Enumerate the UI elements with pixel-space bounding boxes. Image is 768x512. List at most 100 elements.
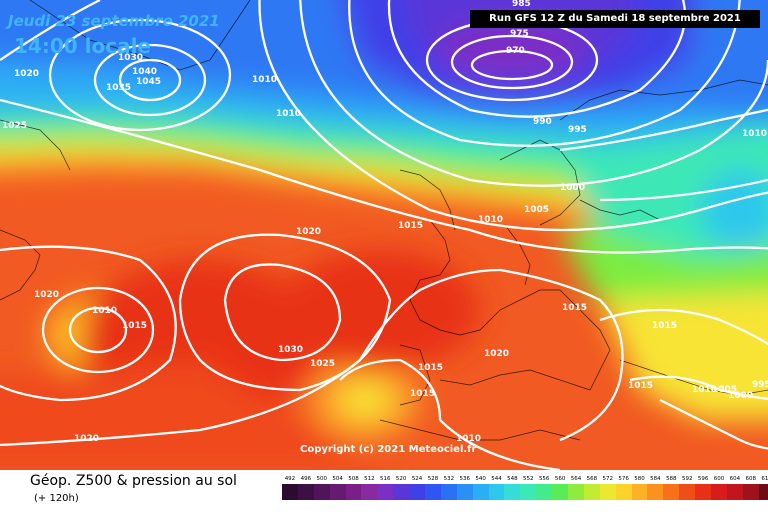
isobar-label: 1040 <box>132 67 157 77</box>
scale-cell: 528 <box>425 475 441 500</box>
scale-color-swatch <box>615 484 632 500</box>
scale-color-swatch <box>377 484 394 500</box>
isobar-label: 1005 <box>712 385 737 395</box>
scale-value-label: 556 <box>538 476 550 482</box>
scale-value-label: 560 <box>554 476 566 482</box>
scale-color-swatch <box>583 484 600 500</box>
scale-cell: 592 <box>679 475 696 500</box>
scale-color-swatch <box>345 484 362 500</box>
isobar-label: 995 <box>568 125 587 135</box>
scale-value-label: 600 <box>713 476 725 482</box>
scale-color-swatch <box>329 484 346 500</box>
scale-value-label: 524 <box>411 476 423 482</box>
isobar-label: 970 <box>506 46 525 56</box>
scale-color-swatch <box>599 484 616 500</box>
forecast-local-time: 14:00 locale <box>14 34 151 58</box>
coastlines <box>0 0 768 441</box>
scale-cell: 580 <box>631 475 648 500</box>
isobar-label: 1010 <box>692 385 717 395</box>
scale-cell: 540 <box>472 475 489 500</box>
scale-cell: 568 <box>583 475 600 500</box>
isobar-label: 1035 <box>106 83 131 93</box>
isobar-label: 1020 <box>34 290 59 300</box>
isobar-label: 1015 <box>398 221 423 231</box>
isobar-label: 1000 <box>560 183 585 193</box>
scale-cell: 564 <box>568 475 584 500</box>
scale-color-swatch <box>536 484 553 500</box>
scale-color-swatch <box>472 484 489 500</box>
scale-cell: 536 <box>456 475 473 500</box>
isobar-label: 990 <box>533 117 552 127</box>
scale-value-label: 584 <box>650 476 661 482</box>
scale-color-swatch <box>568 484 584 500</box>
scale-value-label: 580 <box>634 476 645 482</box>
isobar-labels: 1020 1030 1040 1035 1045 1010 1010 1025 … <box>2 0 768 444</box>
isobar-label: 1010 <box>478 215 503 225</box>
scale-color-swatch <box>726 484 743 500</box>
scale-value-label: 544 <box>491 476 502 482</box>
isobar-label: 1015 <box>410 389 435 399</box>
scale-color-swatch <box>647 484 664 500</box>
isobar-label: 995 <box>752 380 768 390</box>
isobar-label: 1015 <box>628 381 653 391</box>
scale-cell: 576 <box>615 475 632 500</box>
isobar-label: 1020 <box>74 434 99 444</box>
scale-cell: 556 <box>536 475 553 500</box>
isobar-label: 1005 <box>524 205 549 215</box>
scale-value-label: 536 <box>459 476 470 482</box>
scale-cell: 548 <box>504 475 521 500</box>
legend-bar: Géop. Z500 & pression au sol (+ 120h) 49… <box>0 470 768 512</box>
scale-value-label: 568 <box>586 476 598 482</box>
scale-color-swatch <box>456 484 473 500</box>
isobar-label: 1015 <box>418 363 443 373</box>
scale-cell: 516 <box>377 475 394 500</box>
isobar-label: 1025 <box>310 359 335 369</box>
scale-cell: 600 <box>711 475 727 500</box>
scale-cell: 596 <box>695 475 712 500</box>
scale-color-swatch <box>425 484 441 500</box>
scale-color-swatch <box>758 484 768 500</box>
scale-color-swatch <box>393 484 410 500</box>
scale-color-swatch <box>679 484 696 500</box>
scale-cell: 560 <box>552 475 569 500</box>
scale-cell: 532 <box>440 475 457 500</box>
isobar-label: 1010 <box>742 129 767 139</box>
isobar-label: 1010 <box>456 434 481 444</box>
scale-color-swatch <box>711 484 727 500</box>
scale-cell: 500 <box>313 475 330 500</box>
scale-value-label: 512 <box>364 476 375 482</box>
forecast-date: Jeudi 23 septembre 2021 <box>8 12 220 30</box>
scale-value-label: 496 <box>300 476 312 482</box>
scale-cell: 524 <box>409 475 426 500</box>
geopotential-map: 1020 1030 1040 1035 1045 1010 1010 1025 … <box>0 0 768 470</box>
isobar-label: 1045 <box>136 77 161 87</box>
scale-color-swatch <box>663 484 680 500</box>
model-run-banner: Run GFS 12 Z du Samedi 18 septembre 2021 <box>470 10 760 28</box>
isobar-label: 1020 <box>484 349 509 359</box>
legend-caption: Géop. Z500 & pression au sol <box>30 473 237 489</box>
scale-cell: 544 <box>488 475 505 500</box>
scale-color-swatch <box>297 484 314 500</box>
scale-value-label: 508 <box>348 476 359 482</box>
scale-cell: 612 <box>758 475 768 500</box>
isobar-label: 1010 <box>92 306 117 316</box>
scale-cell: 520 <box>393 475 410 500</box>
scale-cell: 584 <box>647 475 664 500</box>
scale-color-swatch <box>552 484 569 500</box>
isobar-label: 985 <box>512 0 531 9</box>
scale-cell: 552 <box>520 475 537 500</box>
scale-color-swatch <box>361 484 378 500</box>
color-scale: 492 496 500 504 508 512 516 520 524 528 532 536 540 5… <box>282 475 768 500</box>
scale-cell: 504 <box>329 475 346 500</box>
scale-color-swatch <box>488 484 505 500</box>
scale-value-label: 552 <box>523 476 534 482</box>
scale-value-label: 528 <box>427 476 439 482</box>
scale-value-label: 516 <box>380 476 391 482</box>
scale-value-label: 548 <box>507 476 518 482</box>
scale-value-label: 588 <box>666 476 677 482</box>
scale-color-swatch <box>440 484 457 500</box>
isobar-label: 1025 <box>2 121 27 131</box>
isobar-label: 1010 <box>252 75 277 85</box>
isobar-label: 975 <box>510 29 529 39</box>
